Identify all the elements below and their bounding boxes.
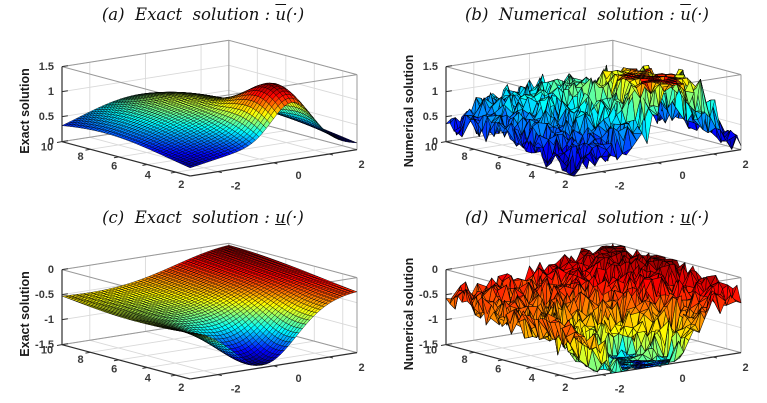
title-text: (·): [286, 5, 305, 24]
z-axis-label-c: Exact solution: [18, 271, 32, 357]
subplot-title-d: (d) Numerical solution : u(·): [422, 208, 752, 234]
title-text: (c) Exact solution :: [102, 208, 276, 227]
subplot-d: (d) Numerical solution : u(·) Numerical …: [384, 203, 767, 403]
z-axis-label-b: Numerical solution: [402, 54, 416, 168]
u-underbar-symbol: u: [275, 208, 286, 227]
surface-canvas-b: [384, 0, 767, 200]
u-bar-symbol: u: [275, 5, 287, 24]
u-bar-symbol: u: [680, 5, 691, 24]
title-text: (d) Numerical solution :: [465, 208, 681, 227]
title-text: (·): [690, 5, 709, 24]
title-text: (b) Numerical solution :: [465, 5, 681, 24]
subplot-title-c: (c) Exact solution : u(·): [38, 208, 368, 234]
subplot-title-b: (b) Numerical solution : u(·): [422, 5, 752, 31]
subplot-title-a: (a) Exact solution : u(·): [38, 5, 368, 31]
title-text: (·): [690, 208, 709, 227]
surface-canvas-a: [0, 0, 383, 200]
surface-canvas-c: [0, 203, 383, 403]
subplot-a: (a) Exact solution : u(·) Exact solution: [0, 0, 383, 200]
u-underbar-symbol: u: [680, 208, 691, 227]
title-text: (a) Exact solution :: [101, 5, 276, 24]
subplot-c: (c) Exact solution : u(·) Exact solution: [0, 203, 383, 403]
title-text: (·): [285, 208, 304, 227]
z-axis-label-a: Exact solution: [18, 68, 32, 154]
subplot-b: (b) Numerical solution : u(·) Numerical …: [384, 0, 767, 200]
z-axis-label-d: Numerical solution: [402, 257, 416, 371]
surface-canvas-d: [384, 203, 767, 403]
